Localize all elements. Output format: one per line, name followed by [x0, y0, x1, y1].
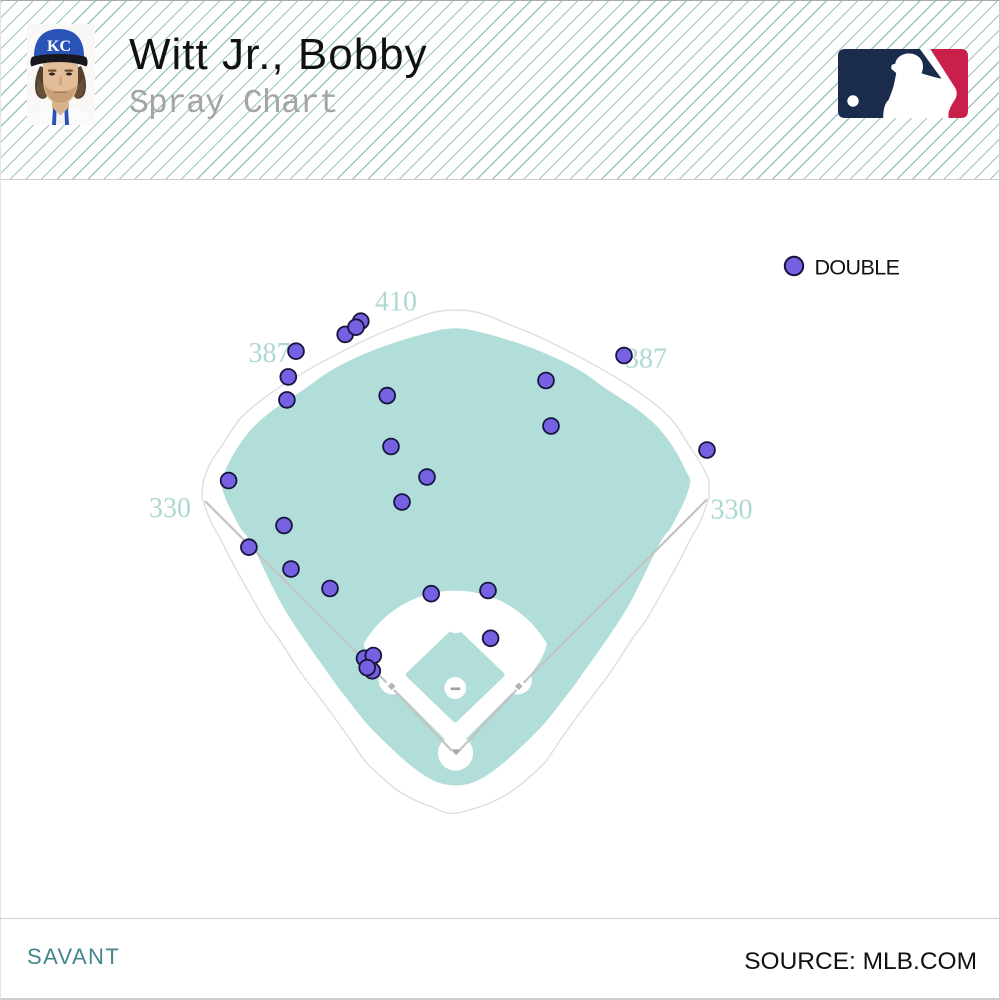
svg-text:387: 387	[249, 338, 291, 369]
svg-text:330: 330	[149, 493, 191, 524]
svg-text:410: 410	[375, 287, 417, 318]
svg-text:KC: KC	[47, 38, 71, 55]
svg-text:330: 330	[711, 495, 753, 526]
svg-text:DOUBLE: DOUBLE	[815, 256, 900, 280]
